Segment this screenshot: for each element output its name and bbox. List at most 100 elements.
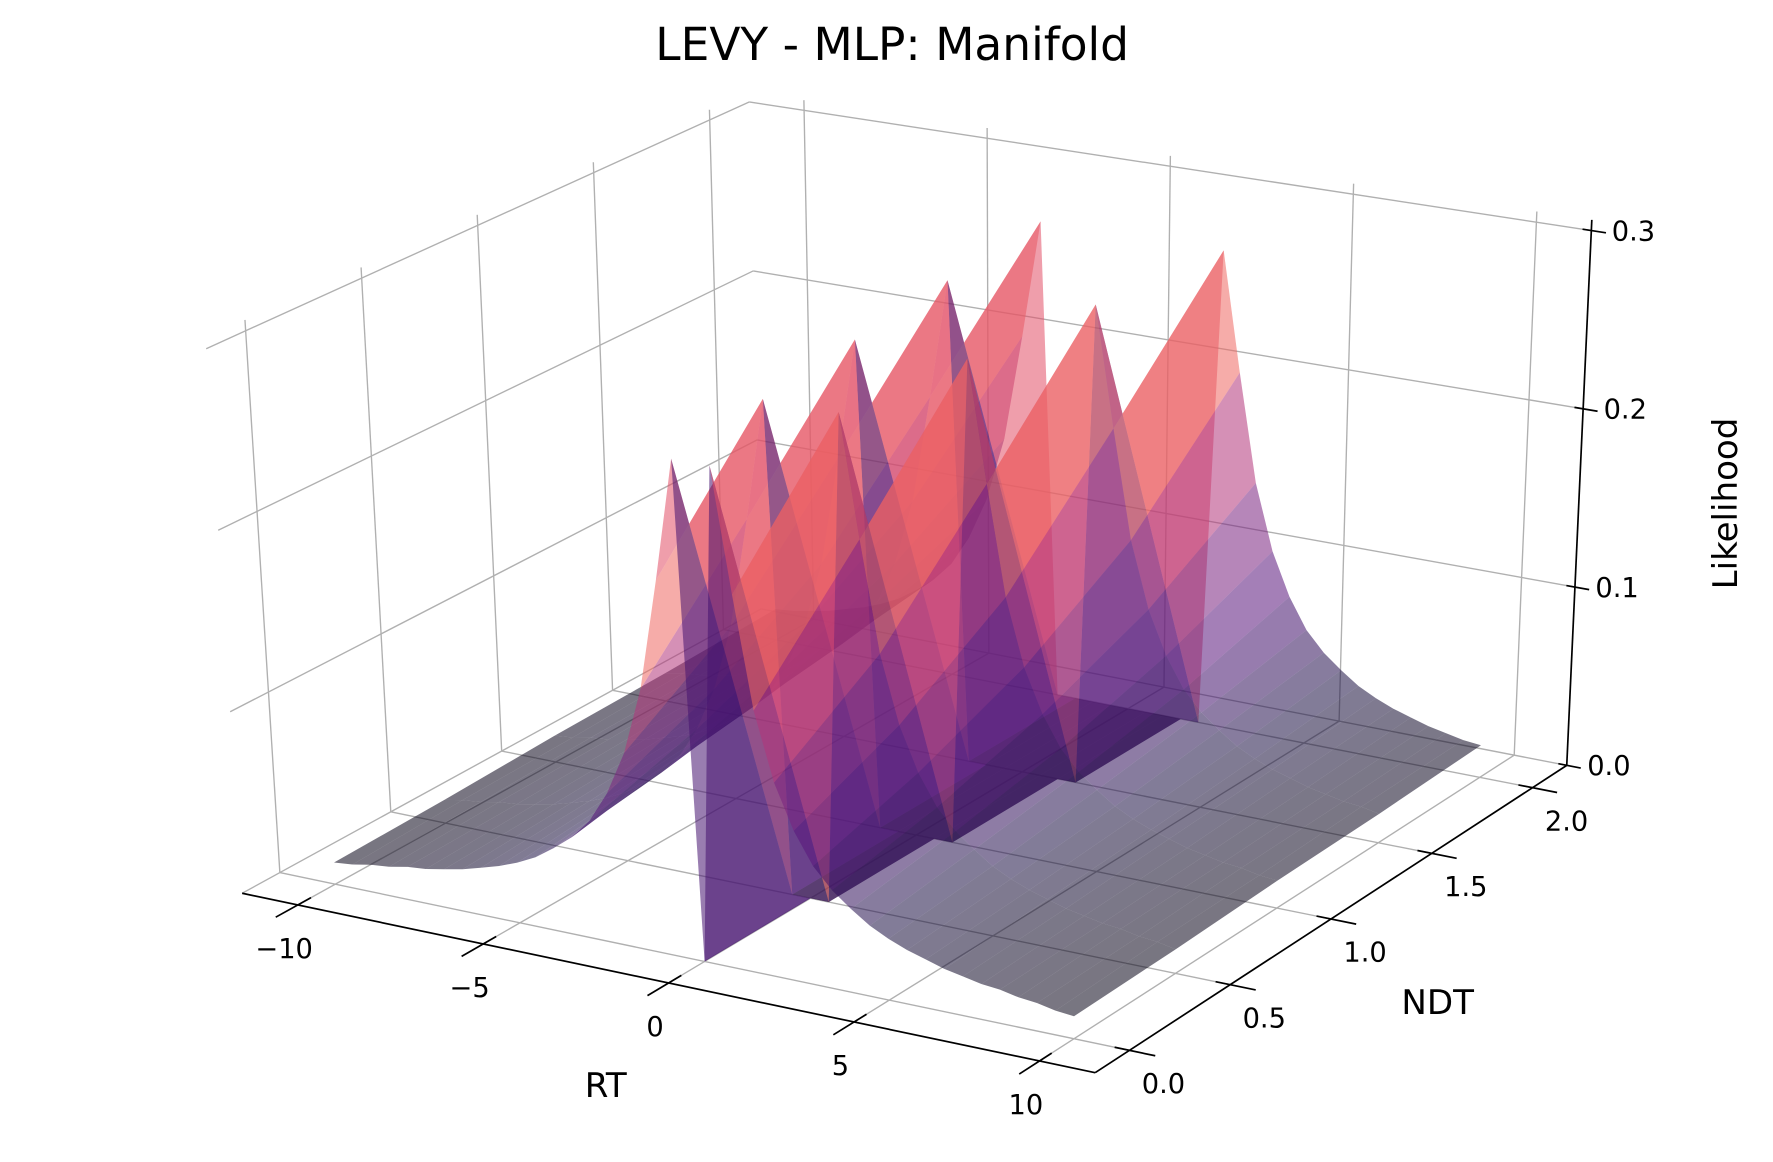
- left-pane: [205, 91, 762, 894]
- grid-line: [1338, 183, 1355, 722]
- surface-patch: [370, 802, 499, 867]
- y-tick: [1114, 1046, 1156, 1057]
- surface-patch: [334, 799, 463, 865]
- surface-patch: [1084, 847, 1206, 924]
- surface-patch: [1096, 712, 1220, 807]
- surface-patch: [1060, 655, 1184, 773]
- surface-patch: [1254, 685, 1376, 770]
- surface-patch: [774, 654, 900, 831]
- surface-patch: [1036, 936, 1158, 1011]
- surface-patch: [962, 908, 1085, 984]
- z-tick: [1582, 228, 1607, 234]
- y-tick: [1215, 980, 1256, 991]
- surface-patch: [925, 889, 1048, 969]
- x-tick-label: 5: [832, 1051, 849, 1082]
- y-tick-label: 1.0: [1343, 938, 1386, 969]
- surface-patch: [1151, 758, 1273, 839]
- x-tick-label: 10: [1009, 1090, 1044, 1121]
- surface-patch: [731, 412, 860, 711]
- surface-patch: [1065, 838, 1188, 916]
- x-tick-label: 0: [646, 1012, 663, 1043]
- surface-patch: [1115, 730, 1237, 819]
- grid-line: [1513, 211, 1538, 756]
- x-tick: [1018, 1052, 1053, 1075]
- surface-patch: [888, 866, 1011, 951]
- surface-patch: [352, 800, 481, 865]
- surface-patch: [1241, 801, 1362, 876]
- surface-patch: [407, 804, 536, 869]
- surface-patch: [571, 729, 697, 838]
- grid-line: [205, 101, 750, 350]
- x-tick: [647, 974, 682, 997]
- x-tick: [275, 896, 312, 918]
- surface-patch: [444, 802, 572, 870]
- surface-patch: [1259, 806, 1380, 881]
- surface-patch: [1055, 941, 1176, 1017]
- surface-patch: [986, 304, 1114, 598]
- surface-patch: [1223, 794, 1344, 868]
- z-tick-label: 0.2: [1604, 395, 1647, 426]
- surface-patch: [498, 739, 627, 805]
- surface-patch: [1205, 787, 1326, 863]
- x-tick: [461, 935, 497, 958]
- y-tick: [1417, 849, 1457, 860]
- surface-patch: [899, 597, 1025, 773]
- y-tick-label: 0.0: [1142, 1069, 1185, 1100]
- surface-patch: [859, 358, 987, 655]
- surface-patch: [1042, 609, 1167, 749]
- surface-patch: [1169, 769, 1291, 848]
- surface-patch: [1187, 778, 1308, 856]
- y-axis-title: NDT: [1401, 983, 1474, 1023]
- y-tick: [1316, 915, 1357, 925]
- surface-patch: [1120, 862, 1242, 937]
- z-axis-title: Likelihood: [1706, 418, 1746, 590]
- surface-patch: [1183, 596, 1307, 713]
- surface-patch: [1148, 483, 1273, 656]
- surface-patch: [1201, 630, 1324, 731]
- surface-patch: [1078, 689, 1202, 790]
- y-tick-label: 1.5: [1444, 872, 1487, 903]
- x-tick: [832, 1013, 867, 1036]
- surface-patch: [974, 772, 1097, 867]
- surface-patch: [981, 915, 1103, 990]
- surface-patch: [955, 748, 1079, 850]
- y-tick-label: 2.0: [1545, 806, 1588, 837]
- surface-patch: [1133, 746, 1255, 830]
- grid-line: [753, 270, 1584, 410]
- surface-patch: [869, 849, 993, 939]
- surface-patch: [813, 772, 938, 891]
- surface-patch: [1029, 818, 1152, 900]
- z-tick-label: 0.0: [1587, 751, 1630, 782]
- surface-patch: [425, 804, 554, 870]
- surface-patch: [992, 789, 1116, 879]
- surface-patch: [1361, 740, 1481, 814]
- z-tick: [1566, 584, 1590, 591]
- surface-patch: [793, 725, 919, 867]
- surface-patch: [1102, 855, 1224, 929]
- surface-patch: [444, 735, 573, 801]
- plot-area: LEVY - MLP: Manifold RT NDT Likelihood −…: [205, 18, 1746, 1121]
- surface-patch: [907, 878, 1030, 960]
- y-tick-label: 0.5: [1243, 1003, 1286, 1034]
- surface-patch: [1325, 726, 1446, 802]
- z-axis-line: [1565, 219, 1593, 766]
- surface-patch: [1290, 708, 1411, 788]
- z-tick-label: 0.1: [1595, 573, 1638, 604]
- surface-patch: [1024, 540, 1149, 715]
- y-tick: [1518, 784, 1558, 794]
- z-tick: [1558, 762, 1581, 769]
- surface-patch: [918, 667, 1043, 808]
- grid-line: [476, 214, 503, 752]
- surface-patch: [1272, 698, 1394, 779]
- grid-line: [749, 101, 1592, 232]
- surface-patch: [850, 831, 975, 926]
- grid-line: [360, 267, 392, 812]
- z-tick-label: 0.3: [1612, 216, 1655, 247]
- grid-line: [592, 162, 614, 691]
- surface-patch: [589, 689, 715, 822]
- surface-patch: [832, 807, 956, 909]
- surface-patch: [1005, 428, 1131, 668]
- x-tick-label: −5: [449, 973, 489, 1004]
